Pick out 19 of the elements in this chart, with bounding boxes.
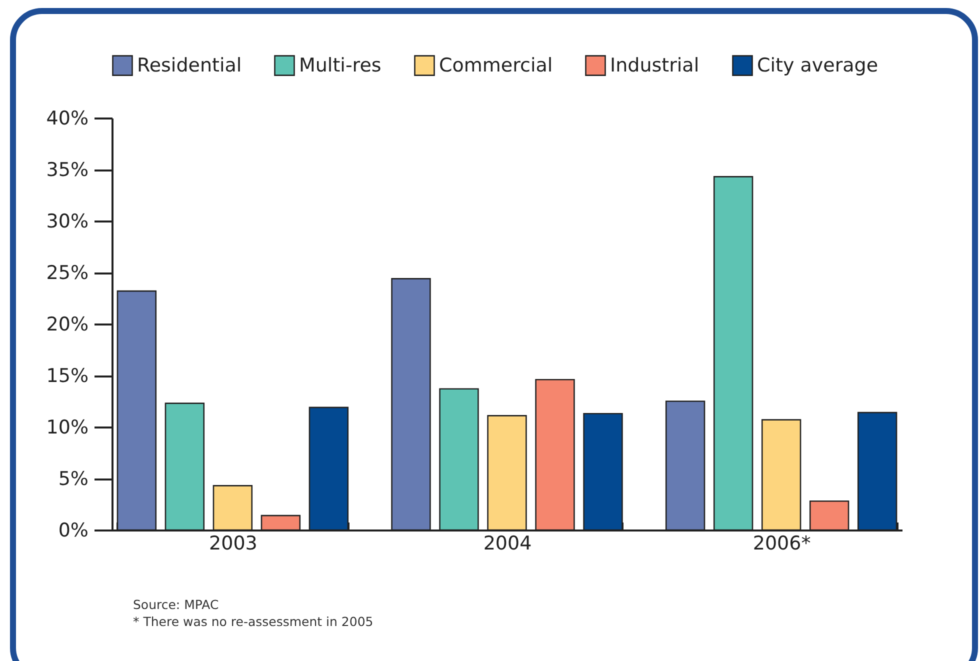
y-tick-label: 5% (58, 468, 88, 490)
y-tick-label: 20% (46, 314, 88, 336)
legend-label: Commercial (439, 54, 553, 77)
x-tick-label: 2006* (752, 532, 811, 554)
legend-label: Multi-res (299, 54, 382, 77)
y-tick-label: 15% (46, 365, 88, 387)
y-tick-label: 0% (58, 520, 88, 542)
y-tick-label: 30% (46, 210, 88, 232)
legend-label: City average (757, 54, 878, 77)
legend-label: Residential (137, 54, 242, 77)
y-tick-label: 25% (46, 262, 88, 284)
source-note: Source: MPAC (133, 596, 220, 613)
text: * There was no re-assessment in 2005 (133, 613, 374, 630)
legend-label: Industrial (610, 54, 700, 77)
y-tick-label: 35% (46, 159, 88, 181)
y-tick-label: 10% (46, 416, 88, 438)
x-tick-label: 2004 (483, 532, 532, 554)
y-tick-label: 40% (46, 108, 88, 130)
x-tick-label: 2003 (209, 532, 258, 554)
